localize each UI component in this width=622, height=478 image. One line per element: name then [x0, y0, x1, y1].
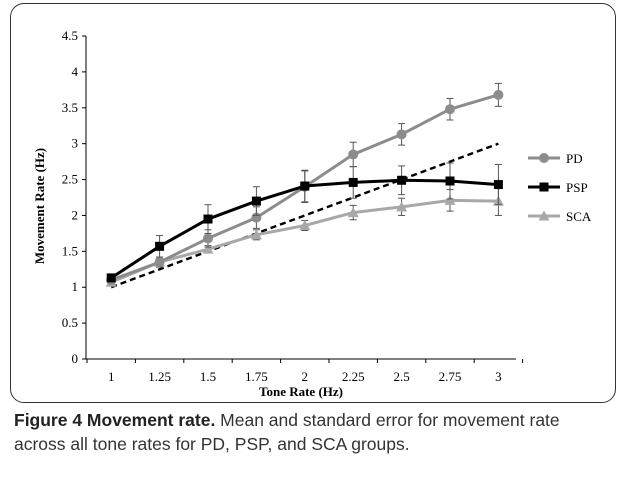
legend-item-pd: PD [528, 151, 583, 166]
psp-point [397, 175, 407, 185]
x-tick-label: 3 [495, 369, 502, 384]
psp-point [203, 214, 213, 224]
psp-point [155, 241, 165, 251]
sca-point [202, 243, 214, 254]
y-tick-label: 4.5 [62, 28, 78, 43]
figure-frame [10, 3, 616, 403]
legend-item-sca: SCA [528, 209, 592, 224]
psp-point [445, 176, 455, 186]
reference-dashed-line [110, 142, 499, 289]
pd-point [493, 89, 504, 100]
y-tick-label: 1 [72, 279, 79, 294]
legend-item-psp: PSP [528, 180, 588, 195]
y-tick-label: 2 [72, 207, 79, 222]
x-tick-label: 2 [302, 369, 309, 384]
x-tick-label: 2.25 [342, 369, 365, 384]
x-tick-label: 1.5 [200, 369, 216, 384]
pd-point [203, 233, 213, 244]
series-sca [105, 186, 504, 287]
reference-line-layer [110, 142, 499, 289]
x-tick-label: 1.25 [148, 369, 171, 384]
y-tick-label: 3.5 [62, 100, 78, 115]
psp-point [348, 177, 358, 187]
y-tick-label: 0.5 [62, 315, 78, 330]
legend-marker-pd [539, 153, 549, 163]
y-axis-title: Movement Rate (Hz) [32, 148, 47, 264]
movement-rate-chart: 0 0.5 1 1.5 2 2.5 3 3.5 4 4.5 1 1.25 1.5 1.75 2 2.25 2.5… [32, 28, 592, 399]
series-psp [106, 162, 503, 283]
pd-point [445, 104, 455, 115]
psp-point [251, 196, 261, 206]
legend-label-psp: PSP [566, 180, 588, 195]
y-tick-label: 4 [72, 64, 79, 79]
sca-point [396, 201, 408, 212]
legend-marker-psp [539, 182, 549, 192]
sca-point [444, 194, 456, 205]
psp-point [300, 181, 310, 191]
psp-point [106, 273, 116, 283]
y-tick-label: 1.5 [62, 243, 78, 258]
legend-label-sca: SCA [566, 209, 592, 224]
pd-point [154, 257, 165, 268]
x-axis-title: Tone Rate (Hz) [259, 384, 343, 399]
sca-point [299, 219, 311, 230]
caption-label: Figure 4 Movement rate. [14, 410, 216, 430]
y-tick-label: 3 [72, 136, 79, 151]
y-tick-label: 0 [72, 351, 79, 366]
psp-point [493, 180, 503, 190]
x-tick-label: 1.75 [245, 369, 268, 384]
pd-point [348, 149, 359, 160]
legend-marker-sca [538, 210, 550, 221]
series-layer [105, 82, 504, 287]
figure-caption: Figure 4 Movement rate. Mean and standar… [14, 408, 614, 456]
x-tick-label: 2.5 [393, 369, 409, 384]
legend-label-pd: PD [566, 151, 583, 166]
chart-axes: 0 0.5 1 1.5 2 2.5 3 3.5 4 4.5 1 1.25 1.5 1.75 2 2.25 2.5… [62, 28, 524, 384]
pd-point [396, 129, 407, 140]
x-tick-label: 2.75 [439, 369, 462, 384]
sca-point [347, 207, 359, 218]
legend: PD PSP SCA [528, 151, 592, 224]
x-tick-label: 1 [108, 369, 115, 384]
caption-text: Mean and standard error for movement rat… [14, 410, 560, 454]
sca-point [250, 229, 262, 240]
y-tick-label: 2.5 [62, 172, 78, 187]
